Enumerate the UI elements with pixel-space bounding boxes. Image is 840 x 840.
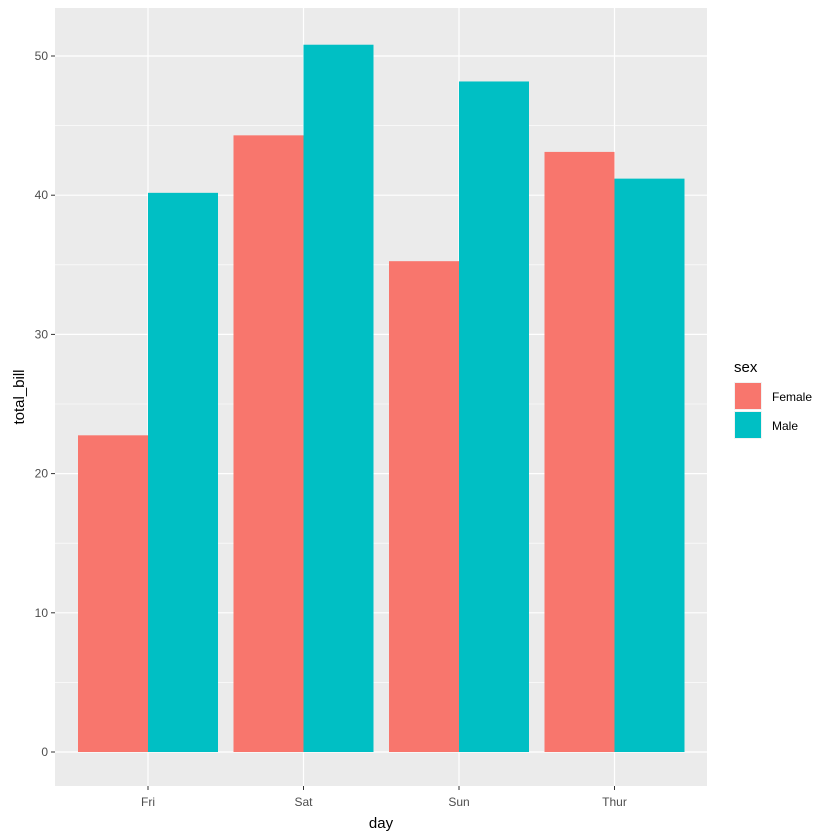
x-tick-label: Sun (448, 795, 469, 809)
bar-male-sat (303, 44, 374, 753)
bar-male-sun (459, 81, 529, 752)
x-axis: Fri Sat Sun Thur (141, 786, 627, 809)
y-axis-title: total_bill (11, 369, 28, 424)
x-tick-label: Fri (141, 795, 155, 809)
y-tick-label: 50 (35, 49, 49, 63)
y-tick-label: 10 (35, 606, 49, 620)
legend-swatch-female (735, 383, 761, 409)
y-tick-label: 30 (35, 327, 49, 341)
y-axis: 0 10 20 30 40 50 (35, 49, 55, 759)
bars (78, 44, 685, 753)
bar-female-fri (78, 435, 148, 752)
bar-female-sun (389, 261, 459, 752)
y-tick-label: 0 (41, 745, 48, 759)
bar-female-thur (544, 151, 615, 752)
bar-male-fri (148, 192, 218, 752)
x-axis-title: day (369, 815, 394, 832)
x-tick-label: Thur (602, 795, 627, 809)
legend: sex Female Male (734, 359, 812, 439)
bar-female-sat (233, 135, 304, 752)
legend-label-female: Female (772, 390, 812, 404)
legend-label-male: Male (772, 419, 798, 433)
y-tick-label: 40 (35, 188, 49, 202)
legend-title: sex (734, 359, 758, 376)
y-tick-label: 20 (35, 467, 49, 481)
legend-swatch-male (735, 412, 761, 438)
bar-male-thur (614, 178, 685, 752)
x-tick-label: Sat (294, 795, 313, 809)
